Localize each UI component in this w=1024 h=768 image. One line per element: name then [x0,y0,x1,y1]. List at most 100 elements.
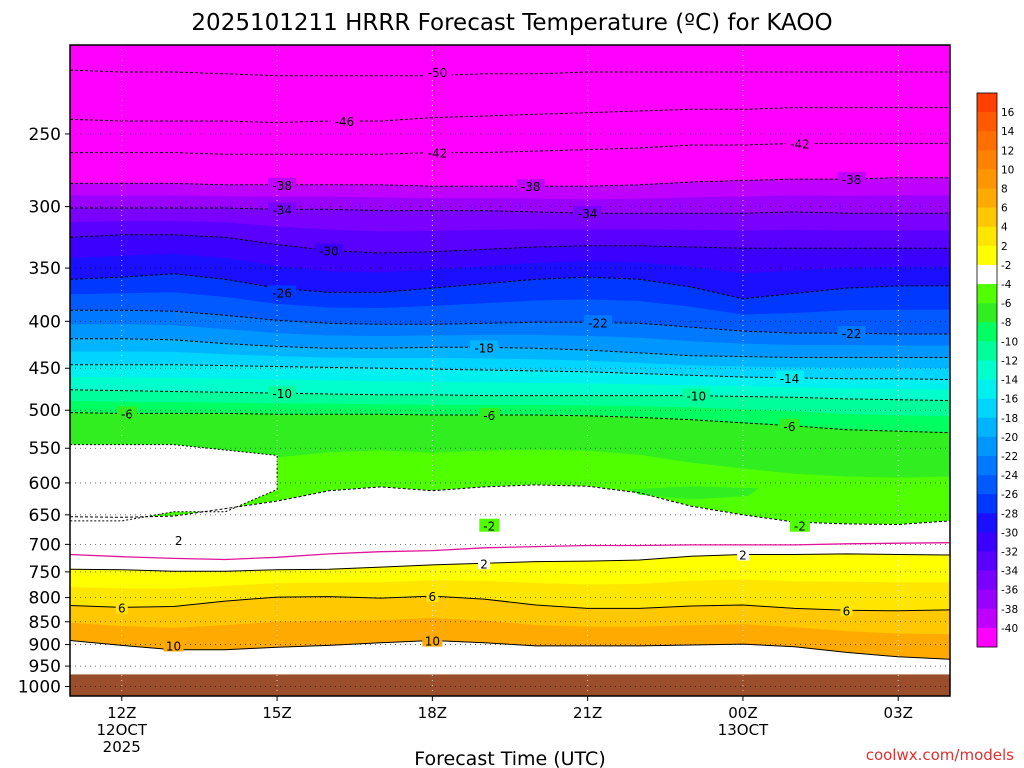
isotherm-label-text: -2 [483,520,495,534]
x-tick-label: 12Z [107,704,136,722]
colorbar-swatch [977,284,997,304]
isotherm-label: 6 [840,603,853,618]
isotherm-line [70,542,950,561]
isotherm-label: -22 [837,326,866,341]
isotherm-label-bg [268,202,297,216]
isotherm-line [70,553,950,572]
isotherm-label-text: -2 [794,520,806,534]
colorbar-swatch [977,188,997,208]
y-tick-label: 300 [29,198,61,218]
y-tick-label: 1000 [18,678,61,698]
colorbar-swatch [977,513,997,533]
isotherm-label-text: -42 [428,147,448,161]
colorbar-label: -4 [1001,279,1012,291]
y-tick-label: 750 [29,563,61,583]
colorbar-label: -26 [1001,489,1018,501]
isotherm-label-bg [172,532,185,546]
isotherm-line [70,595,950,612]
isotherm-label-text: 6 [843,604,851,618]
colorbar-label: -34 [1001,566,1018,578]
isotherm-label-bg [426,589,439,603]
colorbar-frame [976,92,998,648]
isotherm-label: 2 [172,532,185,548]
credit-link[interactable]: coolwx.com/models [866,746,1014,764]
isotherm-label-bg [479,408,500,422]
isotherm-label: 10 [163,638,184,653]
isotherm-label: -42 [785,136,814,151]
isotherm-label-bg [478,556,491,570]
isotherm-label: -30 [314,243,343,259]
colorbar-swatch [977,341,997,361]
isotherm-label: -6 [116,406,137,421]
colorbar-swatch [977,494,997,514]
above-freezing-pocket [70,444,278,522]
x-tick-label: 2025 [103,738,141,756]
colorbar-swatch [977,264,997,285]
isotherm-label-bg [268,177,297,191]
isotherm-label-text: -38 [842,173,862,187]
isotherm-label-bg [163,638,184,652]
isotherm-line [70,639,950,660]
isotherm-line [70,69,950,77]
isotherm-label-bg [573,206,602,220]
isotherm-label-bg [736,547,749,561]
temperature-band [70,45,950,76]
colorbar-label: -20 [1001,432,1018,444]
isotherm-label: -6 [779,418,800,434]
isotherm-line [70,484,950,526]
colorbar-label: -32 [1001,546,1018,558]
colorbar-swatch [977,322,997,342]
isotherm-label: -46 [330,113,359,129]
isotherm-label-text: -22 [588,316,608,330]
isotherm-label-bg [423,145,452,159]
colorbar-label: 12 [1001,145,1014,157]
colorbar-swatch [977,150,997,170]
colorbar-swatch [977,169,997,189]
colorbar-swatch [977,475,997,495]
isotherm-label: -38 [837,172,866,187]
isotherm-label-text: -6 [121,407,133,421]
colorbar-label: 16 [1001,107,1015,119]
colorbar-swatch [977,303,997,323]
plot-frame [69,44,951,697]
isotherm-label-text: 6 [429,590,437,604]
colorbar-label: -30 [1001,527,1018,539]
isotherm-label-text: 10 [425,635,440,649]
isotherm-label-bg [837,172,866,186]
isotherm-label: -14 [775,370,804,386]
isotherm-label: -38 [268,177,297,193]
x-tick-label: 18Z [418,704,447,722]
colorbar-label: 10 [1001,164,1014,176]
colorbar-label: -2 [1001,260,1011,272]
colorbar-swatch [977,360,997,380]
isotherm-label-bg [479,518,500,532]
colorbar-swatch [977,379,997,399]
colorbar-swatch [977,532,997,552]
colorbar-label: -28 [1001,508,1018,520]
isotherm-label: 2 [478,556,491,571]
colorbar-label: -14 [1001,375,1018,387]
isotherm-label: 10 [422,633,443,649]
isotherm-label-bg [837,326,866,340]
isotherm-label-text: 2 [480,557,488,571]
y-tick-label: 500 [29,401,61,421]
colorbar-label: -8 [1001,317,1011,329]
isotherm-line [70,412,950,434]
y-tick-label: 800 [29,589,61,609]
isotherm-label-bg [584,315,612,329]
x-tick-label: 12OCT [96,721,147,739]
colorbar-label: -36 [1001,585,1018,597]
colorbar-swatch [977,207,997,228]
isotherm-line [70,389,950,402]
isotherm-label-text: -38 [521,180,541,194]
colorbar-label: -24 [1001,470,1018,482]
isotherm-label-bg [330,113,359,127]
colorbar-label: -16 [1001,394,1018,406]
isotherm-label-text: -6 [784,420,796,434]
isotherm-label-text: 2 [739,548,747,562]
isotherm-line [70,273,950,300]
isotherm-line [70,142,950,155]
isotherm-label-text: -46 [335,115,355,129]
isotherm-label: -10 [682,388,711,404]
